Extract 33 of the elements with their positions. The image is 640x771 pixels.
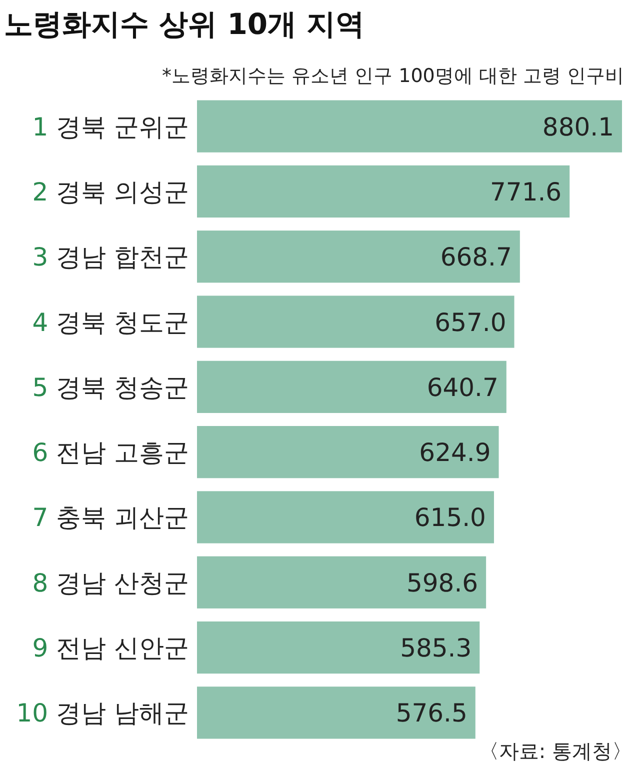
data-label: 668.7 xyxy=(440,242,512,272)
data-label: 771.6 xyxy=(490,177,562,206)
data-label: 880.1 xyxy=(542,112,614,142)
y-tick-label: 2 경북 의성군 xyxy=(32,177,189,206)
bar xyxy=(197,426,499,478)
bar xyxy=(197,556,486,608)
chart-title: 노령화지수 상위 10개 지역 xyxy=(4,7,365,41)
y-tick-label: 5 경북 청송군 xyxy=(32,372,189,402)
data-label: 640.7 xyxy=(426,372,498,402)
y-tick-label: 3 경남 합천군 xyxy=(32,242,189,272)
y-tick-label: 9 전남 신안군 xyxy=(32,634,189,663)
bar xyxy=(197,621,480,674)
bar xyxy=(197,360,506,413)
data-label: 576.5 xyxy=(396,698,468,728)
y-tick-label: 1 경북 군위군 xyxy=(32,112,189,142)
data-label: 657.0 xyxy=(434,308,506,337)
bar xyxy=(197,230,520,283)
y-tick-label: 8 경남 산청군 xyxy=(32,568,189,598)
bar xyxy=(197,100,622,152)
bar xyxy=(197,296,514,348)
bar xyxy=(197,165,570,218)
data-label: 598.6 xyxy=(406,568,478,598)
y-tick-label: 10 경남 남해군 xyxy=(16,698,189,728)
chart-subtitle: *노령화지수는 유소년 인구 100명에 대한 고령 인구비 xyxy=(162,65,624,87)
data-label: 585.3 xyxy=(400,634,472,663)
bar xyxy=(197,686,476,739)
y-tick-label: 7 충북 괴산군 xyxy=(32,503,189,532)
data-label: 624.9 xyxy=(419,438,491,468)
bar xyxy=(197,491,494,544)
y-tick-label: 4 경북 청도군 xyxy=(32,308,189,337)
data-label: 615.0 xyxy=(414,503,486,532)
y-tick-label: 6 전남 고흥군 xyxy=(32,438,189,468)
annotation: 〈자료: 통계청〉 xyxy=(478,739,632,763)
